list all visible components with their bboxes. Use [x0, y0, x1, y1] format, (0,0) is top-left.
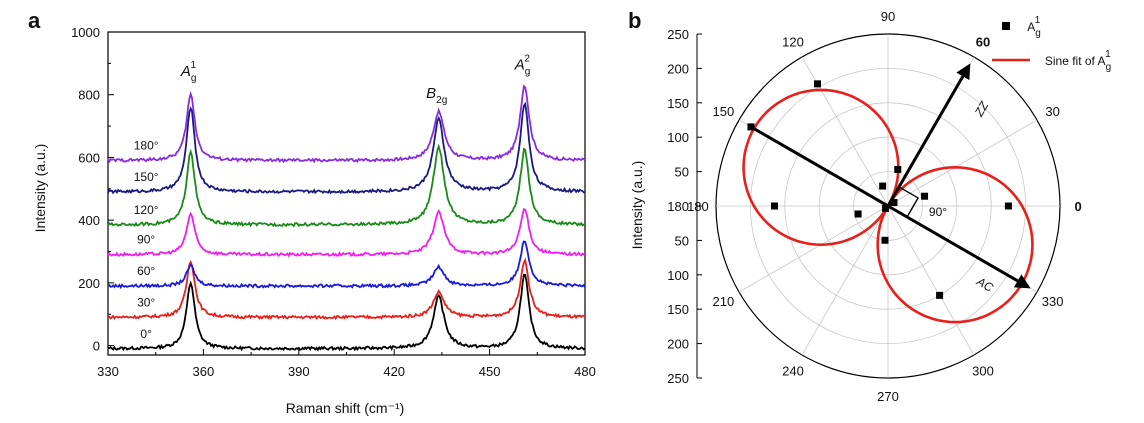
angle-tick-label: 240 — [782, 364, 804, 379]
radial-tick-label: 150 — [667, 96, 689, 111]
x-tick-label: 360 — [193, 364, 215, 379]
legend-square-marker — [1002, 22, 1010, 30]
angle-tick-label: 120 — [782, 34, 804, 49]
angle-tick-label: 30 — [1045, 104, 1059, 119]
ac-arrow — [750, 125, 1031, 289]
panel-b-ylabel: Intensity (a.u.) — [629, 161, 645, 250]
x-tick-label: 330 — [97, 364, 119, 379]
series-angle-label: 150° — [134, 170, 159, 184]
radial-tick-label: 50 — [675, 165, 689, 180]
spectrum-line — [107, 101, 586, 195]
zz-arrow — [886, 63, 971, 207]
y-tick-label: 800 — [78, 88, 100, 103]
spectrum-line — [107, 274, 586, 352]
data-point — [936, 291, 944, 299]
angle-tick-label: 300 — [972, 364, 994, 379]
radial-tick-label: 250 — [667, 27, 689, 42]
panel-a-ylabel: Intensity (a.u.) — [32, 144, 48, 233]
data-point — [921, 192, 929, 200]
data-point — [890, 199, 898, 207]
angle-tick-label: 90 — [881, 9, 895, 24]
data-point — [882, 204, 890, 212]
angle-tick-label: 210 — [713, 294, 735, 309]
angle-tick-label: 60 — [976, 34, 990, 49]
y-tick-label: 0 — [93, 339, 100, 354]
right-angle-label: 90° — [929, 205, 947, 219]
series-angle-label: 0° — [140, 327, 152, 341]
y-tick-label: 1000 — [71, 25, 100, 40]
y-tick-label: 600 — [78, 150, 100, 165]
x-tick-label: 420 — [383, 364, 405, 379]
x-tick-label: 480 — [574, 364, 596, 379]
angle-tick-label: 150 — [713, 104, 735, 119]
panel-b-letter: b — [628, 8, 641, 33]
legend-label-points: Ag1 — [1027, 15, 1041, 39]
right-angle-marker — [898, 186, 920, 218]
data-point — [1004, 202, 1012, 210]
data-point — [881, 236, 889, 244]
panel-a-letter: a — [28, 8, 41, 33]
y-tick-label: 400 — [78, 213, 100, 228]
angle-tick-label: 0 — [1074, 199, 1081, 214]
radial-tick-label: 100 — [667, 130, 689, 145]
zz-label: ZZ — [971, 99, 991, 120]
polar-spoke — [887, 119, 1038, 207]
series-angle-label: 120° — [134, 203, 159, 217]
radial-tick-label: 100 — [667, 268, 689, 283]
y-tick-label: 200 — [78, 276, 100, 291]
data-point — [894, 165, 902, 173]
data-point — [770, 202, 778, 210]
radial-axis-angle-label: 180 — [667, 199, 689, 214]
legend-label-fit: Sine fit of Ag1 — [1045, 49, 1111, 73]
polar-intensity-chart: 0 30 60 90 120 150 180 210 240 270 300 330 250 200 150… — [667, 9, 1111, 404]
peak-label: B2g — [426, 85, 447, 106]
series-angle-label: 60° — [137, 264, 155, 278]
spectrum-line — [107, 257, 586, 321]
series-angle-label: 180° — [134, 139, 159, 153]
angle-tick-label: 270 — [877, 389, 899, 404]
ac-label: AC — [973, 274, 996, 295]
radial-tick-label: 200 — [667, 61, 689, 76]
radial-tick-label: 250 — [667, 371, 689, 386]
polar-spoke — [887, 205, 975, 356]
spectrum-line — [107, 143, 586, 228]
peak-label: Ag1 — [180, 60, 197, 84]
spectrum-line — [107, 84, 586, 164]
raman-spectra-chart: 330 360 390 420 450 480 0 200 400 600 800 1000 0° 30°… — [71, 25, 596, 379]
radial-tick-label: 50 — [675, 233, 689, 248]
radial-tick-label: 200 — [667, 337, 689, 352]
data-point — [813, 80, 821, 88]
polar-spoke — [738, 205, 889, 293]
spectrum-line — [107, 207, 586, 258]
panel-a-xlabel: Raman shift (cm⁻¹) — [286, 400, 405, 416]
spectrum-line — [107, 240, 586, 290]
legend: Ag1 Sine fit of Ag1 — [992, 15, 1111, 73]
angle-tick-label: 330 — [1042, 294, 1064, 309]
polar-spoke — [801, 56, 889, 207]
series-angle-label: 90° — [137, 233, 155, 247]
data-point — [879, 182, 887, 190]
data-point — [854, 210, 862, 218]
x-tick-label: 390 — [288, 364, 310, 379]
x-tick-label: 450 — [479, 364, 501, 379]
polar-spoke — [801, 205, 889, 356]
peak-label: Ag2 — [514, 54, 531, 78]
radial-tick-label: 150 — [667, 302, 689, 317]
series-angle-label: 30° — [137, 295, 155, 309]
